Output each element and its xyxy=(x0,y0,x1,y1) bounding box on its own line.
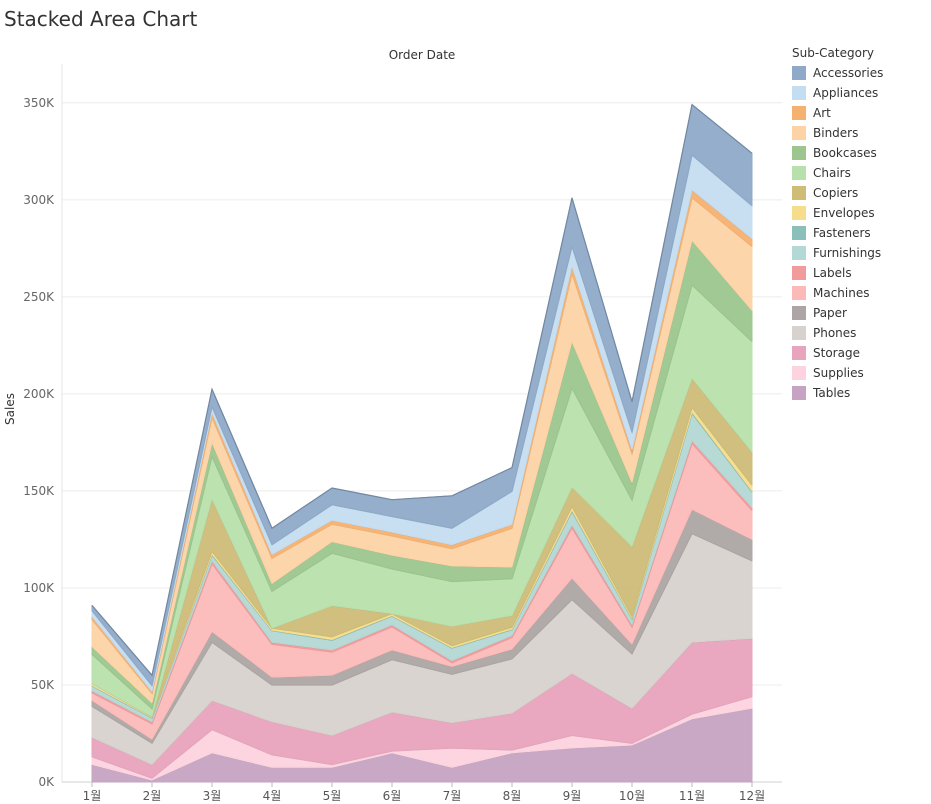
y-tick-label: 200K xyxy=(23,387,55,401)
legend-swatch xyxy=(792,106,806,120)
legend-label: Machines xyxy=(813,286,870,300)
legend-item-supplies[interactable]: Supplies xyxy=(792,363,883,383)
legend-item-bookcases[interactable]: Bookcases xyxy=(792,143,883,163)
legend-swatch xyxy=(792,366,806,380)
y-tick-label: 150K xyxy=(23,484,55,498)
y-tick-label: 350K xyxy=(23,96,55,110)
legend: Sub-Category Accessories Appliances Art Bin… xyxy=(792,46,883,403)
legend-item-furnishings[interactable]: Furnishings xyxy=(792,243,883,263)
legend-label: Bookcases xyxy=(813,146,877,160)
legend-label: Binders xyxy=(813,126,859,140)
legend-swatch xyxy=(792,86,806,100)
legend-item-fasteners[interactable]: Fasteners xyxy=(792,223,883,243)
legend-label: Appliances xyxy=(813,86,879,100)
legend-label: Tables xyxy=(813,386,851,400)
legend-swatch xyxy=(792,306,806,320)
legend-label: Art xyxy=(813,106,831,120)
legend-item-labels[interactable]: Labels xyxy=(792,263,883,283)
y-tick-label: 100K xyxy=(23,581,55,595)
x-tick-label: 5월 xyxy=(323,789,342,803)
x-tick-label: 10월 xyxy=(619,789,645,803)
y-tick-label: 250K xyxy=(23,290,55,304)
legend-item-chairs[interactable]: Chairs xyxy=(792,163,883,183)
x-tick-label: 12월 xyxy=(739,789,765,803)
chart-title: Stacked Area Chart xyxy=(4,7,198,31)
x-tick-label: 11월 xyxy=(679,789,705,803)
legend-item-phones[interactable]: Phones xyxy=(792,323,883,343)
legend-swatch xyxy=(792,386,806,400)
legend-label: Supplies xyxy=(813,366,864,380)
legend-label: Paper xyxy=(813,306,847,320)
legend-item-art[interactable]: Art xyxy=(792,103,883,123)
legend-label: Labels xyxy=(813,266,852,280)
y-tick-label: 50K xyxy=(31,678,55,692)
legend-label: Copiers xyxy=(813,186,859,200)
legend-label: Storage xyxy=(813,346,860,360)
x-tick-label: 8월 xyxy=(503,789,522,803)
legend-swatch xyxy=(792,166,806,180)
legend-swatch xyxy=(792,286,806,300)
legend-swatch xyxy=(792,146,806,160)
legend-item-machines[interactable]: Machines xyxy=(792,283,883,303)
x-tick-label: 3월 xyxy=(203,789,222,803)
legend-title: Sub-Category xyxy=(792,46,874,60)
x-tick-label: 6월 xyxy=(383,789,402,803)
legend-swatch xyxy=(792,206,806,220)
legend-label: Chairs xyxy=(813,166,851,180)
legend-label: Accessories xyxy=(813,66,884,80)
legend-label: Fasteners xyxy=(813,226,871,240)
y-tick-label: 300K xyxy=(23,193,55,207)
legend-item-appliances[interactable]: Appliances xyxy=(792,83,883,103)
legend-swatch xyxy=(792,346,806,360)
x-tick-label: 2월 xyxy=(143,789,162,803)
x-tick-label: 1월 xyxy=(83,789,102,803)
x-tick-label: 7월 xyxy=(443,789,462,803)
legend-item-copiers[interactable]: Copiers xyxy=(792,183,883,203)
legend-item-storage[interactable]: Storage xyxy=(792,343,883,363)
area-edge-accessories xyxy=(91,103,753,677)
legend-swatch xyxy=(792,246,806,260)
legend-item-binders[interactable]: Binders xyxy=(792,123,883,143)
legend-item-paper[interactable]: Paper xyxy=(792,303,883,323)
legend-swatch xyxy=(792,66,806,80)
x-tick-label: 4월 xyxy=(263,789,282,803)
column-header: Order Date xyxy=(389,48,456,62)
y-tick-label: 0K xyxy=(38,775,55,789)
legend-swatch xyxy=(792,186,806,200)
legend-item-accessories[interactable]: Accessories xyxy=(792,63,883,83)
y-axis-label: Sales xyxy=(3,393,17,425)
legend-swatch xyxy=(792,266,806,280)
legend-label: Envelopes xyxy=(813,206,875,220)
legend-swatch xyxy=(792,326,806,340)
legend-item-envelopes[interactable]: Envelopes xyxy=(792,203,883,223)
legend-swatch xyxy=(792,126,806,140)
legend-label: Furnishings xyxy=(813,246,882,260)
legend-swatch xyxy=(792,226,806,240)
legend-label: Phones xyxy=(813,326,857,340)
legend-item-tables[interactable]: Tables xyxy=(792,383,883,403)
x-tick-label: 9월 xyxy=(563,789,582,803)
